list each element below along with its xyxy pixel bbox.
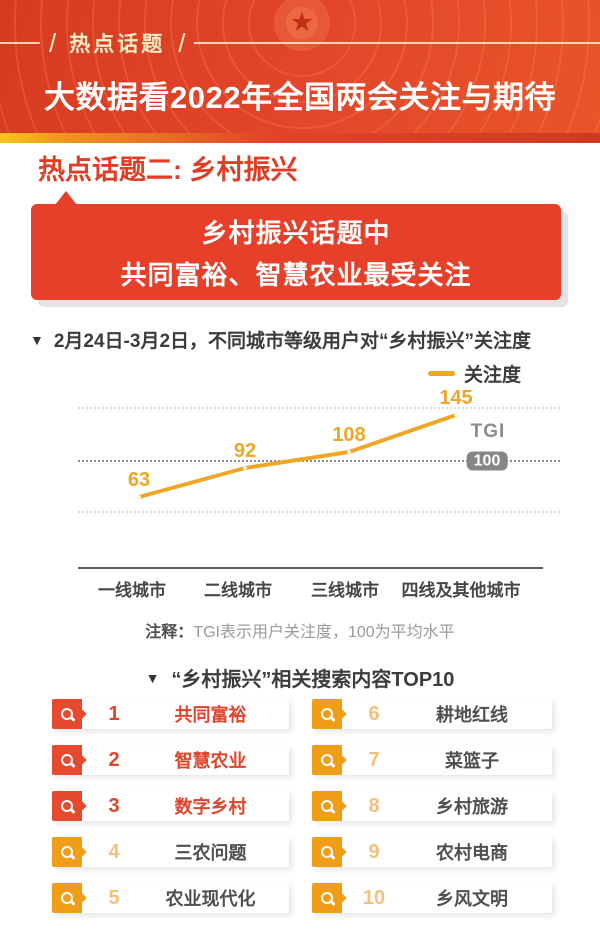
section-heading: 热点话题二: 乡村振兴 bbox=[38, 155, 298, 185]
top10-item-7: 7 菜篮子 bbox=[312, 745, 552, 775]
x-axis-label: 四线及其他城市 bbox=[401, 581, 521, 600]
search-icon bbox=[60, 845, 74, 859]
top10-rank: 3 bbox=[108, 794, 120, 817]
tgi-label: TGI bbox=[470, 421, 506, 442]
triangle-marker-icon: ▼ bbox=[145, 669, 160, 686]
top10-rank: 1 bbox=[108, 702, 120, 725]
search-icon bbox=[60, 753, 74, 767]
header-tagline: / 热点话题 / bbox=[0, 29, 600, 57]
triangle-marker-icon: ▼ bbox=[30, 331, 44, 348]
note-label: 注释： bbox=[145, 624, 194, 641]
top10-item-8: 8 乡村旅游 bbox=[312, 791, 552, 821]
top10-label: 智慧农业 bbox=[174, 751, 247, 771]
search-badge bbox=[52, 837, 82, 867]
data-label: 63 bbox=[127, 469, 151, 491]
search-badge bbox=[52, 699, 82, 729]
gradient-divider bbox=[0, 133, 600, 143]
top10-item-6: 6 耕地红线 bbox=[312, 699, 552, 729]
top10-item-10: 10 乡风文明 bbox=[312, 883, 552, 913]
top10-rank: 4 bbox=[108, 840, 120, 863]
data-label: 92 bbox=[233, 440, 257, 462]
top10-item-5: 5 农业现代化 bbox=[52, 883, 289, 913]
search-icon bbox=[320, 891, 334, 905]
search-badge bbox=[312, 745, 342, 775]
top10-rank: 2 bbox=[108, 748, 120, 771]
top10-label: 数字乡村 bbox=[174, 797, 247, 817]
top10-label: 三农问题 bbox=[174, 843, 247, 863]
data-label: 108 bbox=[332, 424, 366, 446]
line-series bbox=[137, 413, 458, 499]
search-icon bbox=[320, 707, 334, 721]
top10-title-text: “乡村振兴”相关搜索内容TOP10 bbox=[171, 669, 455, 691]
top10-title: ▼ “乡村振兴”相关搜索内容TOP10 bbox=[0, 663, 600, 692]
data-label: 145 bbox=[439, 387, 473, 409]
page-title: 大数据看2022年全国两会关注与期待 bbox=[44, 80, 556, 115]
header-tag: 热点话题 bbox=[69, 33, 166, 56]
search-badge bbox=[52, 745, 82, 775]
top10-item-1: 1 共同富裕 bbox=[52, 699, 289, 729]
legend-label: 关注度 bbox=[464, 365, 522, 386]
gridline-top bbox=[78, 407, 560, 409]
search-icon bbox=[60, 799, 74, 813]
x-axis-label: 三线城市 bbox=[311, 581, 379, 600]
banner-line-1: 乡村振兴话题中 bbox=[201, 217, 391, 248]
banner-line-2: 共同富裕、智慧农业最受关注 bbox=[120, 259, 472, 290]
tagline-rule-right bbox=[194, 42, 600, 44]
x-axis-label: 一线城市 bbox=[98, 581, 166, 600]
tgi-100-badge: 100 bbox=[466, 451, 508, 471]
search-icon bbox=[320, 753, 334, 767]
note-text: TGI表示用户关注度，100为平均水平 bbox=[193, 624, 455, 641]
key-finding-banner: 乡村振兴话题中 共同富裕、智慧农业最受关注 bbox=[31, 191, 561, 300]
top10-item-4: 4 三农问题 bbox=[52, 837, 289, 867]
attention-line-chart: TGI 100 63 92 108 145 一线城市 二线城市 三线城市 四线及其他城市 bbox=[30, 387, 570, 610]
top10-rank: 7 bbox=[368, 748, 380, 771]
search-icon bbox=[60, 707, 74, 721]
search-icon bbox=[320, 799, 334, 813]
top10-label: 乡村旅游 bbox=[436, 797, 508, 817]
top10-label: 耕地红线 bbox=[436, 705, 508, 725]
gridline-bottom bbox=[78, 511, 560, 513]
search-icon bbox=[320, 845, 334, 859]
tagline-rule-left bbox=[0, 42, 40, 44]
chart-legend: 关注度 bbox=[428, 360, 521, 387]
search-badge bbox=[312, 791, 342, 821]
top10-item-2: 2 智慧农业 bbox=[52, 745, 289, 775]
chart-title: ▼ 2月24日-3月2日，不同城市等级用户对“乡村振兴”关注度 bbox=[30, 326, 590, 353]
x-axis-label: 二线城市 bbox=[204, 581, 272, 600]
top10-item-9: 9 农村电商 bbox=[312, 837, 552, 867]
slash-decoration: / bbox=[49, 28, 57, 58]
chart-title-text: 2月24日-3月2日，不同城市等级用户对“乡村振兴”关注度 bbox=[53, 331, 532, 352]
search-badge bbox=[312, 837, 342, 867]
chart-note: 注释：TGI表示用户关注度，100为平均水平 bbox=[0, 618, 600, 642]
top10-label: 农业现代化 bbox=[165, 889, 256, 909]
search-badge bbox=[52, 883, 82, 913]
top10-label: 共同富裕 bbox=[174, 705, 247, 725]
search-badge bbox=[52, 791, 82, 821]
tgi-reference-line bbox=[78, 460, 560, 462]
header-banner: ★ / 热点话题 / 大数据看2022年全国两会关注与期待 bbox=[0, 0, 600, 133]
search-badge bbox=[312, 699, 342, 729]
top10-item-3: 3 数字乡村 bbox=[52, 791, 289, 821]
top10-label: 乡风文明 bbox=[436, 889, 508, 909]
slash-decoration: / bbox=[178, 28, 186, 58]
top10-rank: 10 bbox=[362, 886, 386, 909]
legend-line-swatch bbox=[428, 371, 455, 376]
top10-rank: 5 bbox=[108, 886, 120, 909]
x-axis bbox=[78, 567, 543, 569]
top10-rank: 8 bbox=[368, 794, 380, 817]
top10-rank: 9 bbox=[368, 840, 380, 863]
search-icon bbox=[60, 891, 74, 905]
top10-label: 农村电商 bbox=[436, 843, 508, 863]
search-badge bbox=[312, 883, 342, 913]
top10-label: 菜篮子 bbox=[445, 751, 499, 771]
top10-rank: 6 bbox=[368, 702, 380, 725]
star-icon: ★ bbox=[289, 6, 315, 37]
